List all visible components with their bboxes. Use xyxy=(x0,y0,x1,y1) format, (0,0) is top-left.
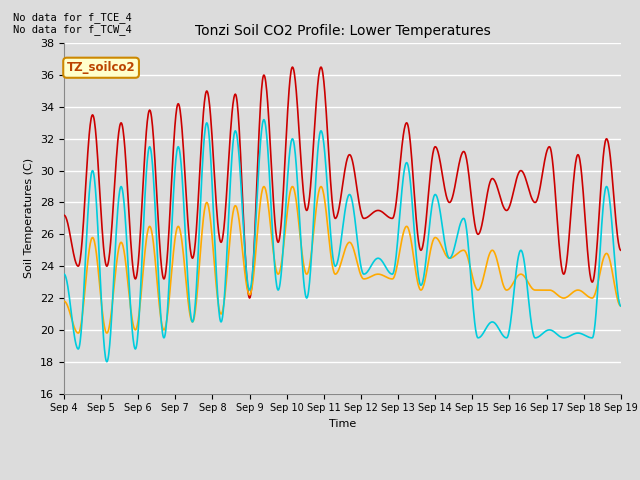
X-axis label: Time: Time xyxy=(329,419,356,429)
Text: No data for f_TCW_4: No data for f_TCW_4 xyxy=(13,24,132,35)
Text: No data for f_TCE_4: No data for f_TCE_4 xyxy=(13,12,132,23)
Title: Tonzi Soil CO2 Profile: Lower Temperatures: Tonzi Soil CO2 Profile: Lower Temperatur… xyxy=(195,24,490,38)
Y-axis label: Soil Temperatures (C): Soil Temperatures (C) xyxy=(24,158,35,278)
Text: TZ_soilco2: TZ_soilco2 xyxy=(67,61,136,74)
Legend: Open -8cm, Tree -8cm, Tree2 -8cm: Open -8cm, Tree -8cm, Tree2 -8cm xyxy=(176,478,509,480)
